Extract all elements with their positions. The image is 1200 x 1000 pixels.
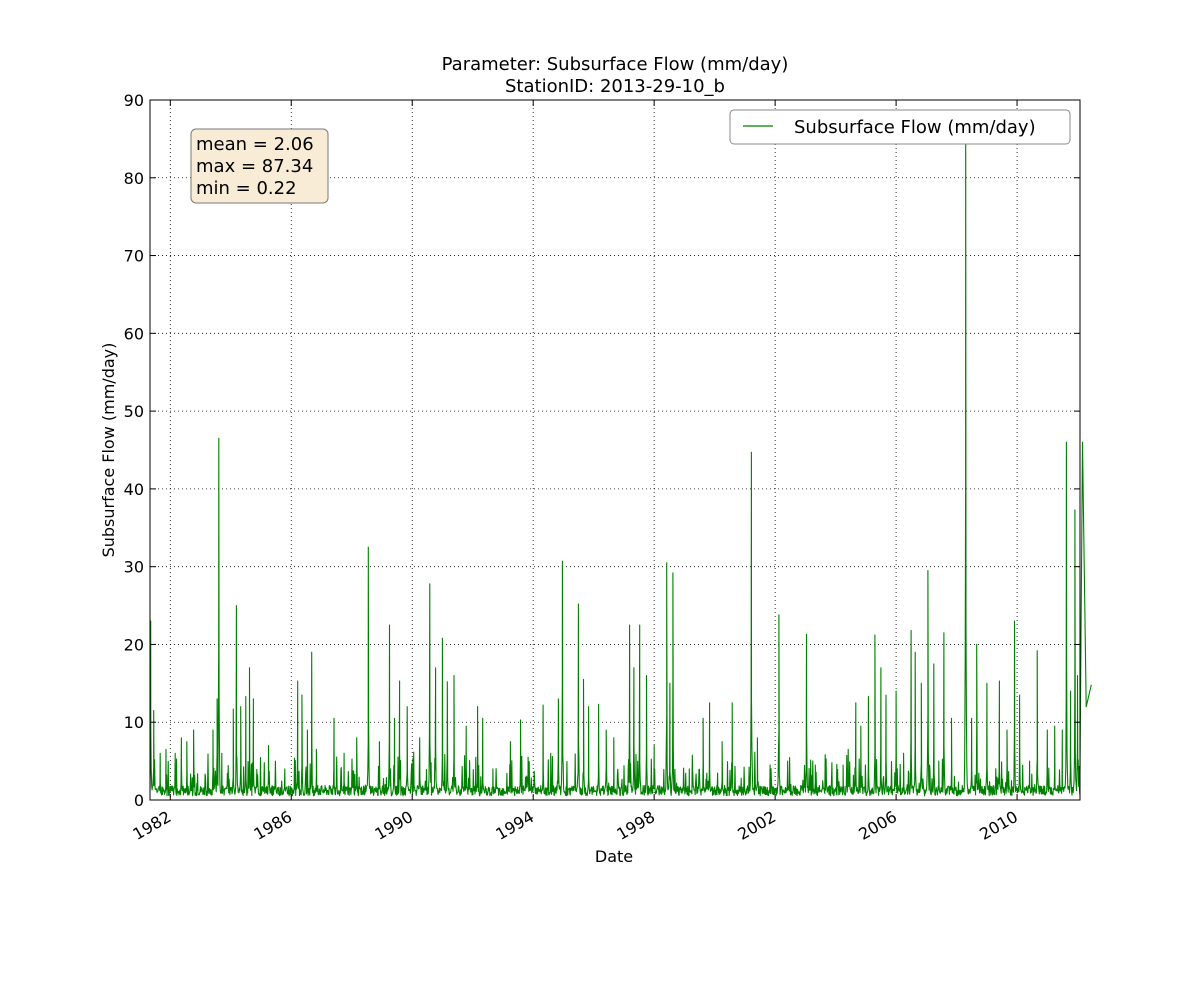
y-tick-label: 20 bbox=[124, 635, 144, 654]
chart-title-line-1: Parameter: Subsurface Flow (mm/day) bbox=[442, 54, 789, 75]
legend-frame bbox=[729, 109, 1071, 145]
plot-area bbox=[150, 100, 1080, 800]
y-axis-label: Subsurface Flow (mm/day) bbox=[99, 343, 118, 558]
stats-min: min = 0.22 bbox=[196, 178, 297, 199]
y-tick-label: 70 bbox=[124, 247, 144, 266]
plot-frame bbox=[149, 99, 1081, 801]
series-line-subsurface-flow bbox=[149, 120, 1092, 797]
y-tick-labels: 0 10 20 30 40 50 60 70 80 90 bbox=[124, 91, 144, 810]
legend-entry-label: Subsurface Flow (mm/day) bbox=[794, 117, 1036, 138]
stats-max: max = 87.34 bbox=[196, 156, 313, 177]
chart-title-line-2: StationID: 2013-29-10_b bbox=[505, 76, 725, 97]
stats-mean: mean = 2.06 bbox=[196, 134, 314, 155]
stats-box-frame bbox=[190, 128, 329, 204]
axis-ticks bbox=[150, 99, 1080, 801]
grid-lines bbox=[150, 100, 1080, 800]
stats-box: mean = 2.06 max = 87.34 min = 0.22 bbox=[190, 128, 329, 204]
y-tick-label: 40 bbox=[124, 480, 144, 499]
y-tick-label: 0 bbox=[134, 791, 144, 810]
y-tick-label: 60 bbox=[124, 324, 144, 343]
series-layer bbox=[149, 120, 1092, 797]
y-tick-label: 80 bbox=[124, 169, 144, 188]
y-tick-label: 30 bbox=[124, 558, 144, 577]
x-axis-label: Date bbox=[595, 847, 633, 866]
y-tick-label: 10 bbox=[124, 713, 144, 732]
y-tick-label: 50 bbox=[124, 402, 144, 421]
y-tick-label: 90 bbox=[124, 91, 144, 110]
legend: Subsurface Flow (mm/day) bbox=[729, 109, 1071, 145]
